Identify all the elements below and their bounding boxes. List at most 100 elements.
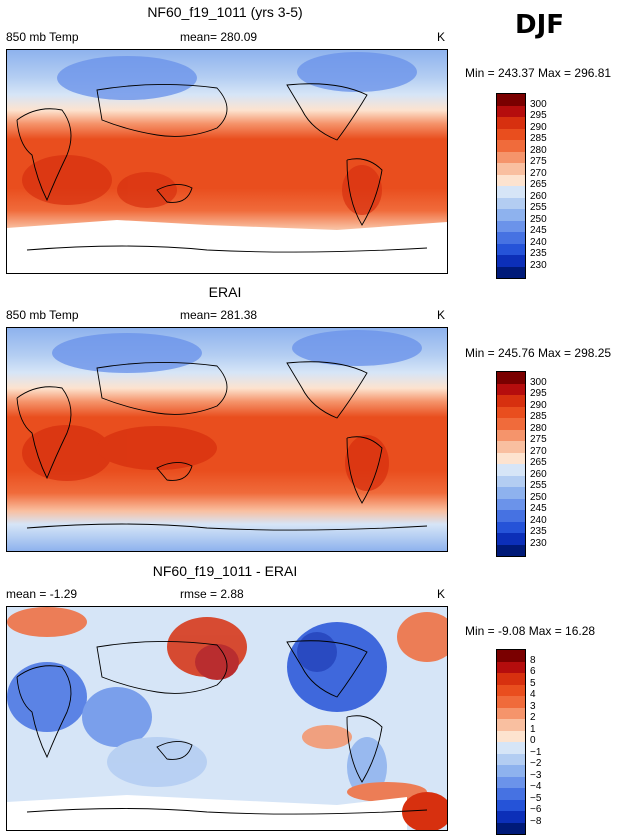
colorbar-tick-label: 245 bbox=[530, 503, 547, 514]
season-label: DJF bbox=[515, 10, 565, 40]
colorbar-swatch bbox=[497, 383, 525, 395]
colorbar-tick-label: 240 bbox=[530, 514, 547, 526]
colorbar-tick-label: −8 bbox=[530, 815, 542, 827]
panel-title-obs: ERAI bbox=[208, 284, 242, 300]
colorbar-tick-label: 275 bbox=[530, 434, 547, 445]
colorbar-tick-label: 250 bbox=[530, 213, 547, 225]
colorbar-swatches bbox=[496, 93, 526, 279]
minmax-model: Min = 243.37 Max = 296.81 bbox=[465, 66, 612, 80]
panel-left-label-model: 850 mb Temp bbox=[6, 30, 79, 44]
colorbar-swatch bbox=[497, 197, 525, 209]
colorbar-swatch bbox=[497, 163, 525, 175]
colorbar-tick-label: 295 bbox=[530, 110, 547, 121]
colorbar-swatch bbox=[497, 266, 525, 278]
panel-center-label-obs: mean= 281.38 bbox=[180, 308, 258, 322]
colorbar-swatch bbox=[497, 255, 525, 267]
colorbar-swatch bbox=[497, 799, 525, 811]
colorbar-tick-label: −2 bbox=[530, 758, 542, 769]
colorbar-tick-label: 270 bbox=[530, 445, 547, 457]
colorbar-swatch bbox=[497, 707, 525, 719]
colorbar-tick-label: 230 bbox=[530, 537, 547, 549]
colorbar-swatch bbox=[497, 788, 525, 800]
panel-left-label-diff: mean = -1.29 bbox=[6, 587, 78, 601]
colorbar-tick-label: 295 bbox=[530, 388, 547, 399]
colorbar-tick-label: 265 bbox=[530, 457, 547, 468]
panel-center-label-diff: rmse = 2.88 bbox=[180, 587, 244, 601]
colorbar-tick-label: 280 bbox=[530, 422, 547, 434]
colorbar-swatch bbox=[497, 533, 525, 545]
colorbar-tick-label: −4 bbox=[530, 781, 542, 792]
colorbar-tick-label: 8 bbox=[530, 654, 536, 666]
panel-units-diff: K bbox=[437, 587, 446, 601]
colorbar-tick-label: 245 bbox=[530, 225, 547, 236]
colorbar-tick-label: 285 bbox=[530, 411, 547, 422]
colorbar-tick-label: 0 bbox=[530, 735, 536, 746]
colorbar-swatch bbox=[497, 753, 525, 765]
colorbar-swatch bbox=[497, 510, 525, 522]
colorbar-swatch bbox=[497, 475, 525, 487]
colorbar-swatch bbox=[497, 661, 525, 673]
colorbar-swatch bbox=[497, 811, 525, 823]
map-panel-obs bbox=[6, 327, 448, 552]
colorbar-tick-label: −3 bbox=[530, 769, 542, 781]
colorbar-tick-label: −5 bbox=[530, 792, 542, 804]
panel-center-label-model: mean= 280.09 bbox=[180, 30, 258, 44]
colorbar-tick-label: −1 bbox=[530, 746, 542, 758]
colorbar-tick-label: 285 bbox=[530, 133, 547, 144]
colorbar-swatch bbox=[497, 94, 525, 106]
colorbar-tick-label: 4 bbox=[530, 689, 536, 700]
colorbar-swatch bbox=[497, 464, 525, 476]
colorbar-tick-label: 255 bbox=[530, 480, 547, 491]
colorbar-swatch bbox=[497, 151, 525, 163]
colorbar-tick-label: 290 bbox=[530, 121, 547, 133]
panel-title-model: NF60_f19_1011 (yrs 3-5) bbox=[147, 4, 303, 20]
colorbar-tick-label: 265 bbox=[530, 179, 547, 190]
panel-units-obs: K bbox=[437, 308, 446, 322]
colorbar-swatch bbox=[497, 776, 525, 788]
colorbar-swatch bbox=[497, 487, 525, 499]
colorbar-swatch bbox=[497, 232, 525, 244]
colorbar-swatch bbox=[497, 429, 525, 441]
colorbar-swatch bbox=[497, 406, 525, 418]
colorbar-tick-label: 5 bbox=[530, 677, 536, 689]
colorbar-swatch bbox=[497, 544, 525, 556]
colorbar-tick-label: 290 bbox=[530, 399, 547, 411]
colorbar-swatch bbox=[497, 395, 525, 407]
colorbar-swatch bbox=[497, 174, 525, 186]
colorbar-swatch bbox=[497, 418, 525, 430]
colorbar-swatch bbox=[497, 742, 525, 754]
colorbar-swatch bbox=[497, 822, 525, 834]
colorbar-tick-label: −6 bbox=[530, 804, 542, 815]
colorbar-swatch bbox=[497, 719, 525, 731]
colorbar-swatch bbox=[497, 730, 525, 742]
colorbar-swatch bbox=[497, 140, 525, 152]
colorbar-swatch bbox=[497, 696, 525, 708]
colorbar-swatch bbox=[497, 243, 525, 255]
temperature-field-obs bbox=[7, 328, 447, 551]
colorbar-swatch bbox=[497, 117, 525, 129]
colorbar-swatch bbox=[497, 765, 525, 777]
colorbar-swatch bbox=[497, 128, 525, 140]
colorbar-swatch bbox=[497, 209, 525, 221]
panel-title-diff: NF60_f19_1011 - ERAI bbox=[152, 563, 298, 579]
colorbar-swatch bbox=[497, 673, 525, 685]
colorbar-swatch bbox=[497, 105, 525, 117]
temperature-field-model bbox=[7, 50, 447, 273]
colorbar-swatches bbox=[496, 649, 526, 835]
minmax-diff: Min = -9.08 Max = 16.28 bbox=[465, 624, 596, 638]
map-panel-model bbox=[6, 49, 448, 274]
colorbar-swatch bbox=[497, 684, 525, 696]
panel-left-label-obs: 850 mb Temp bbox=[6, 308, 79, 322]
colorbar-tick-label: 260 bbox=[530, 190, 547, 202]
colorbar-tick-label: 275 bbox=[530, 156, 547, 167]
colorbar-tick-label: 300 bbox=[530, 376, 547, 388]
colorbar-tick-label: 235 bbox=[530, 526, 547, 537]
colorbar-swatches bbox=[496, 371, 526, 557]
colorbar-tick-label: 280 bbox=[530, 144, 547, 156]
colorbar-tick-label: 2 bbox=[530, 712, 536, 723]
colorbar-tick-label: 6 bbox=[530, 666, 536, 677]
colorbar-swatch bbox=[497, 220, 525, 232]
colorbar-tick-label: 235 bbox=[530, 248, 547, 259]
colorbar-swatch bbox=[497, 372, 525, 384]
colorbar-tick-label: 240 bbox=[530, 236, 547, 248]
